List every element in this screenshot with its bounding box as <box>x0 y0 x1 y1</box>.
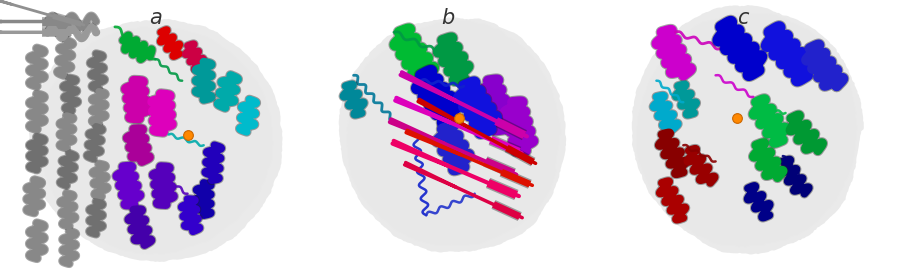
Polygon shape <box>632 5 864 254</box>
Text: a: a <box>148 8 162 28</box>
Text: c: c <box>737 8 748 28</box>
Polygon shape <box>28 19 283 262</box>
Polygon shape <box>338 17 566 253</box>
Polygon shape <box>37 26 274 254</box>
Polygon shape <box>346 19 562 246</box>
Text: b: b <box>441 8 454 28</box>
Polygon shape <box>636 12 858 247</box>
